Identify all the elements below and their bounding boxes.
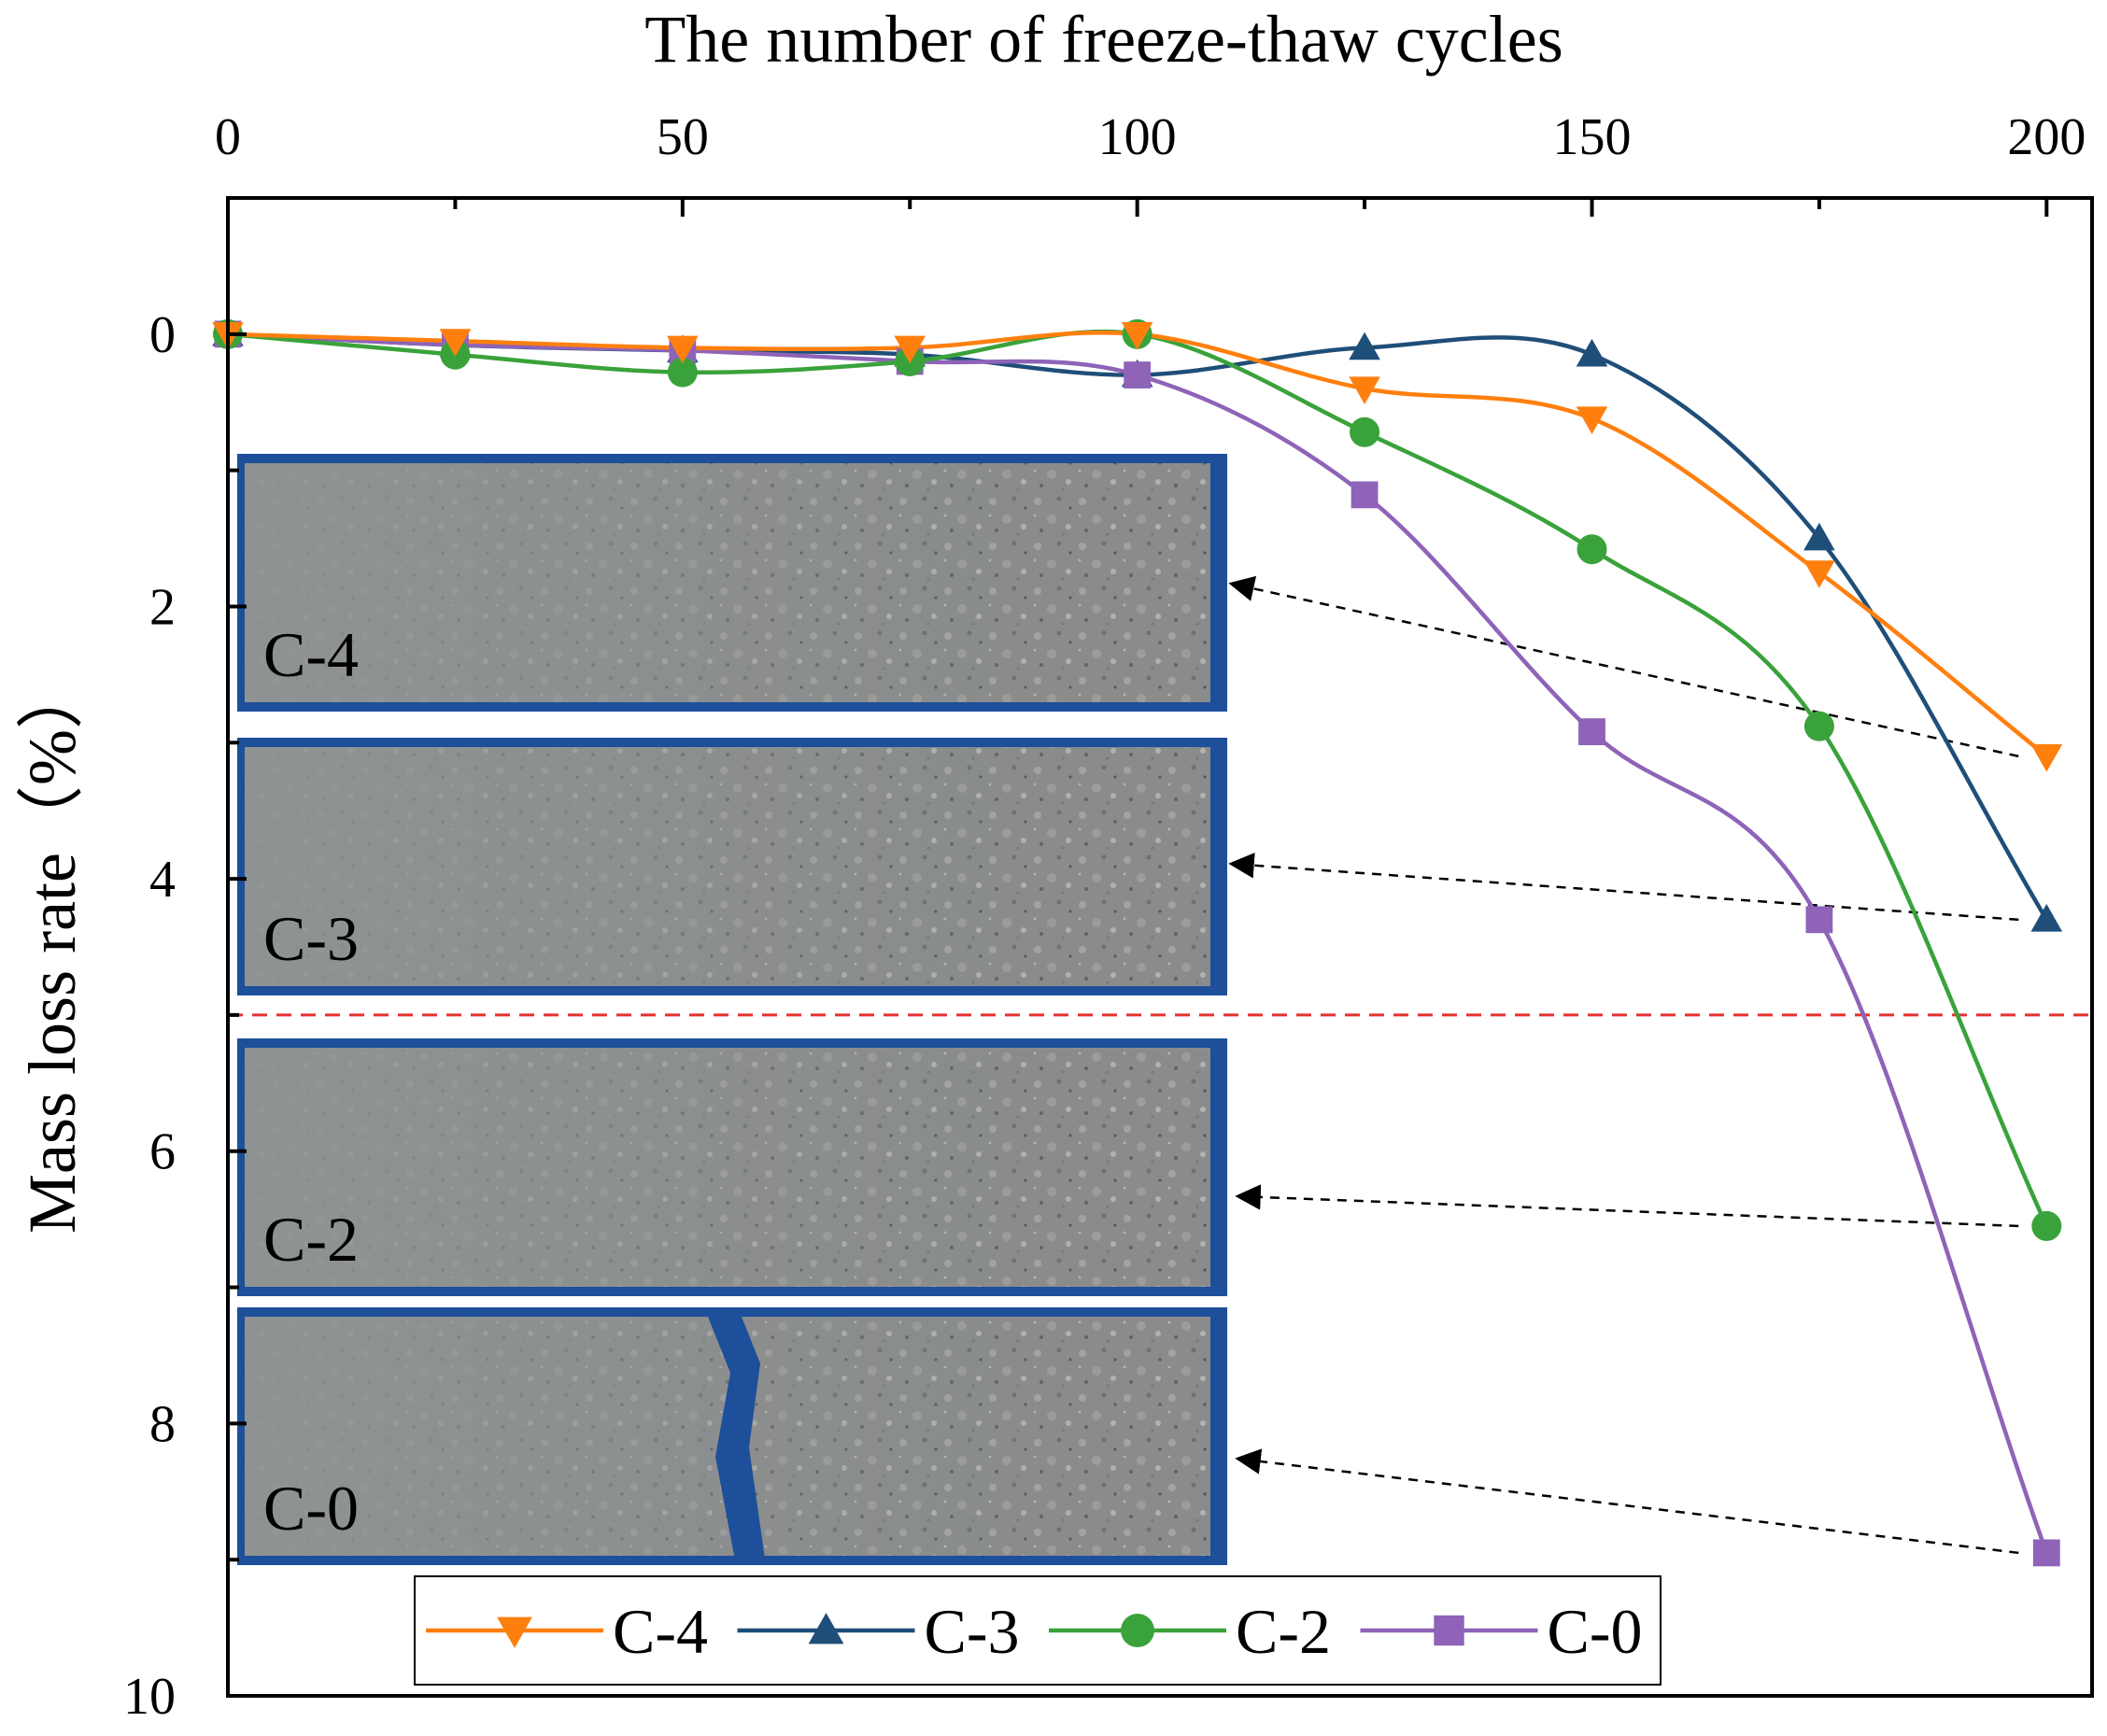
data-point-c-4: [1803, 560, 1835, 588]
data-point-c-0: [1350, 481, 1379, 509]
data-point-c-4: [1121, 322, 1153, 350]
axes: 0 50 100 150 200 0 2 4 6 8 10 The number of freeze-…: [15, 2, 2094, 1726]
data-point-c-2: [2031, 1210, 2062, 1241]
legend-label: C-0: [1548, 1596, 1643, 1667]
specimen-fracture-gap: [704, 1307, 766, 1565]
y-tick-label: 4: [149, 851, 176, 909]
data-point-c-0: [1578, 718, 1605, 746]
data-point-c-4: [667, 335, 699, 364]
specimen-photo-c-2: C-2: [237, 1038, 1227, 1296]
data-point-c-2: [1350, 416, 1380, 447]
photo-arrows: [1228, 575, 2019, 1555]
photo-arrow: [1228, 575, 2019, 758]
legend-marker: [497, 1616, 532, 1648]
y-tick-label: 10: [123, 1668, 176, 1726]
photo-label: C-0: [263, 1473, 359, 1544]
data-point-c-4: [439, 329, 472, 357]
data-point-c-4: [2030, 744, 2063, 772]
photo-label: C-3: [263, 903, 359, 974]
data-point-c-4: [1576, 406, 1608, 435]
data-point-c-3: [1349, 332, 1380, 360]
specimen-photo-c-0: C-0: [237, 1307, 1227, 1565]
x-tick-label: 100: [1098, 108, 1177, 166]
data-point-c-2: [667, 357, 698, 388]
y-axis-title: Mass loss rate（%）: [15, 662, 90, 1234]
photo-label: C-4: [263, 619, 359, 690]
plot-frame: [226, 196, 2094, 1698]
data-point-c-2: [1577, 534, 1607, 565]
legend-entry-c-4: C-4: [426, 1596, 708, 1667]
x-tick-label: 200: [2007, 108, 2086, 166]
specimen-photo-c-4: C-4: [237, 454, 1227, 712]
legend-label: C-3: [925, 1596, 1020, 1667]
photo-label: C-2: [263, 1204, 359, 1275]
legend-marker: [1121, 1614, 1154, 1647]
data-point-c-3: [2030, 904, 2063, 932]
legend: C-4 C-3 C-2 C-0: [414, 1575, 1662, 1686]
y-tick-label: 0: [149, 306, 176, 364]
data-point-c-0: [2032, 1539, 2060, 1567]
data-point-c-0: [1124, 361, 1152, 388]
y-tick-label: 8: [149, 1395, 176, 1453]
y-tick-label: 2: [149, 578, 176, 636]
data-point-c-4: [1349, 376, 1380, 404]
specimen-smooth-end: [245, 747, 1210, 986]
specimen-smooth-end: [245, 1048, 1210, 1287]
x-tick-label: 50: [657, 108, 709, 166]
data-point-c-0: [1805, 906, 1833, 934]
legend-entry-c-3: C-3: [737, 1596, 1020, 1667]
x-axis-title: The number of freeze-thaw cycles: [644, 2, 1563, 77]
y-tick-label: 6: [149, 1123, 176, 1181]
data-point-c-3: [1576, 338, 1608, 367]
data-point-c-3: [1803, 522, 1835, 551]
legend-label: C-2: [1236, 1596, 1331, 1667]
legend-entry-c-0: C-0: [1360, 1596, 1643, 1667]
legend-marker: [1434, 1615, 1464, 1646]
data-point-c-4: [894, 335, 926, 364]
legend-label: C-4: [613, 1596, 708, 1667]
photo-arrow: [1235, 1448, 2019, 1555]
photo-arrow: [1235, 1184, 2019, 1228]
legend-marker: [808, 1613, 844, 1644]
specimen-photos: C-4 C-3 C-2 C-0: [237, 454, 1227, 1565]
legend-entry-c-2: C-2: [1049, 1596, 1331, 1667]
specimen-photo-c-3: C-3: [237, 738, 1227, 995]
specimen-smooth-end: [245, 463, 1210, 702]
photo-arrow: [1228, 853, 2019, 922]
x-tick-label: 0: [215, 108, 241, 166]
data-point-c-2: [1803, 711, 1834, 741]
x-tick-label: 150: [1552, 108, 1631, 166]
